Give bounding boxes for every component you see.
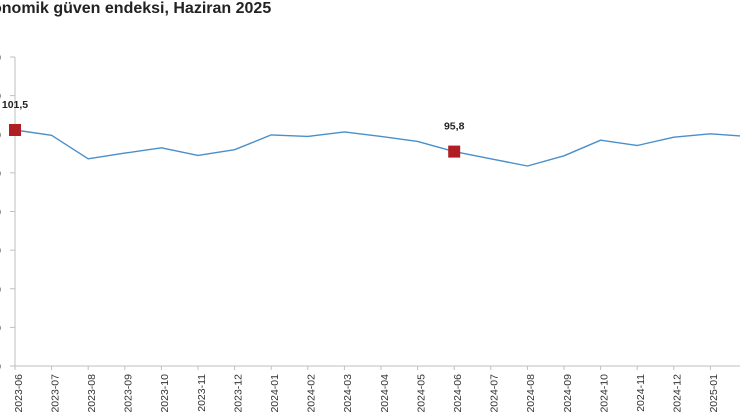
x-tick-label: 2024-08 — [525, 374, 537, 413]
highlight-marker — [448, 145, 461, 158]
data-label: 95,8 — [444, 121, 465, 133]
x-tick-label: 2024-03 — [342, 374, 354, 413]
y-tick-label: 0 — [0, 52, 1, 64]
x-tick-label: 2023-08 — [86, 374, 98, 413]
x-tick-label: 2024-11 — [635, 374, 647, 412]
x-tick-label: 2024-06 — [452, 374, 464, 413]
y-tick-label: 0 — [0, 245, 1, 257]
x-tick-label: 2023-09 — [123, 374, 135, 413]
x-tick-label: 2024-01 — [269, 374, 281, 413]
highlight-marker — [9, 124, 21, 136]
y-tick-label: 0 — [0, 207, 1, 219]
x-tick-label: 2023-06 — [13, 374, 25, 413]
y-axis-ticks: 0 0 0 0 0 0 0 0 0 — [0, 52, 15, 373]
x-axis-ticks: 2023-06 2023-07 2023-08 2023-09 2023-10 2023-… — [13, 366, 720, 413]
chart-title: onomik güven endeksi, Haziran 2025 — [0, 0, 272, 17]
series-lines — [14, 129, 740, 167]
y-tick-label: 0 — [0, 284, 1, 296]
x-tick-label: 2024-04 — [379, 374, 391, 413]
highlight-markers — [9, 124, 461, 158]
series-line — [14, 129, 740, 167]
data-label: 101,5 — [2, 99, 28, 111]
x-tick-label: 2024-10 — [598, 374, 610, 413]
y-tick-label: 0 — [0, 168, 1, 180]
x-tick-label: 2024-07 — [489, 374, 501, 413]
x-tick-label: 2023-11 — [196, 374, 208, 412]
x-tick-label: 2024-12 — [672, 374, 684, 413]
y-tick-label: 0 — [0, 361, 1, 373]
x-tick-label: 2023-07 — [49, 374, 61, 413]
x-tick-label: 2024-02 — [306, 374, 318, 413]
x-tick-label: 2023-10 — [159, 374, 171, 413]
y-tick-label: 0 — [0, 129, 1, 141]
x-tick-label: 2025-01 — [708, 374, 720, 413]
y-tick-label: 0 — [0, 322, 1, 334]
x-tick-label: 2024-09 — [562, 374, 574, 413]
y-tick-label: 0 — [0, 91, 1, 103]
data-labels: 101,595,896,79 — [2, 99, 465, 133]
chart-axes — [14, 57, 740, 367]
x-tick-label: 2024-05 — [415, 374, 427, 413]
x-tick-label: 2023-12 — [232, 374, 244, 413]
